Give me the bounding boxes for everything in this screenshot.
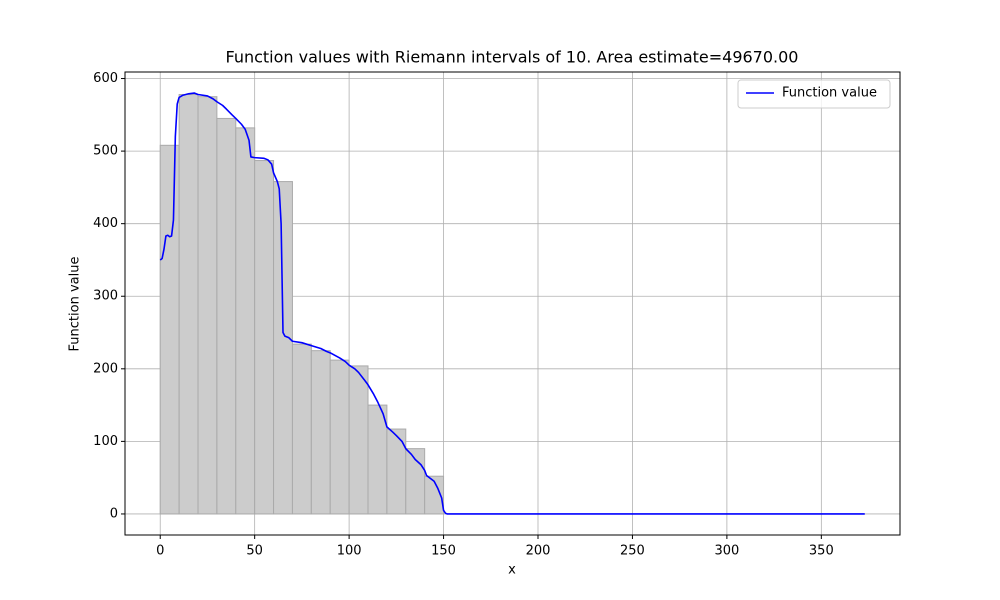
y-tick-label: 100 — [93, 434, 118, 449]
riemann-bar — [329, 359, 350, 515]
riemann-bar — [178, 93, 199, 515]
y-tick-label: 0 — [110, 506, 118, 521]
y-axis-label: Function value — [68, 257, 83, 352]
x-tick-label: 0 — [156, 544, 164, 559]
riemann-bar — [291, 343, 312, 515]
plot-frame — [124, 71, 901, 536]
function-line — [159, 92, 865, 515]
riemann-bar — [310, 350, 331, 515]
riemann-bar — [216, 117, 237, 515]
x-tick-label: 50 — [246, 544, 263, 559]
x-axis-label: x — [508, 563, 516, 578]
riemann-bar — [273, 181, 293, 515]
y-tick-label: 500 — [93, 144, 118, 159]
x-tick-label: 100 — [337, 544, 362, 559]
x-tick-label: 350 — [809, 544, 834, 559]
y-tick-label: 600 — [93, 71, 118, 86]
riemann-bar — [367, 404, 388, 515]
riemann-bar — [235, 127, 256, 515]
y-tick-label: 200 — [93, 361, 118, 376]
riemann-bar — [424, 475, 445, 515]
x-tick-label: 300 — [714, 544, 739, 559]
riemann-bar — [348, 365, 369, 515]
legend-box — [737, 79, 891, 109]
riemann-bar — [197, 96, 218, 515]
riemann-bar — [254, 160, 275, 515]
chart-title: Function values with Riemann intervals o… — [226, 48, 799, 67]
y-tick-label: 400 — [93, 216, 118, 231]
x-tick-label: 150 — [431, 544, 456, 559]
x-tick-label: 250 — [620, 544, 645, 559]
legend-label: Function value — [782, 86, 877, 101]
y-tick-label: 300 — [93, 289, 118, 304]
x-tick-label: 200 — [526, 544, 551, 559]
riemann-bar — [159, 144, 180, 515]
